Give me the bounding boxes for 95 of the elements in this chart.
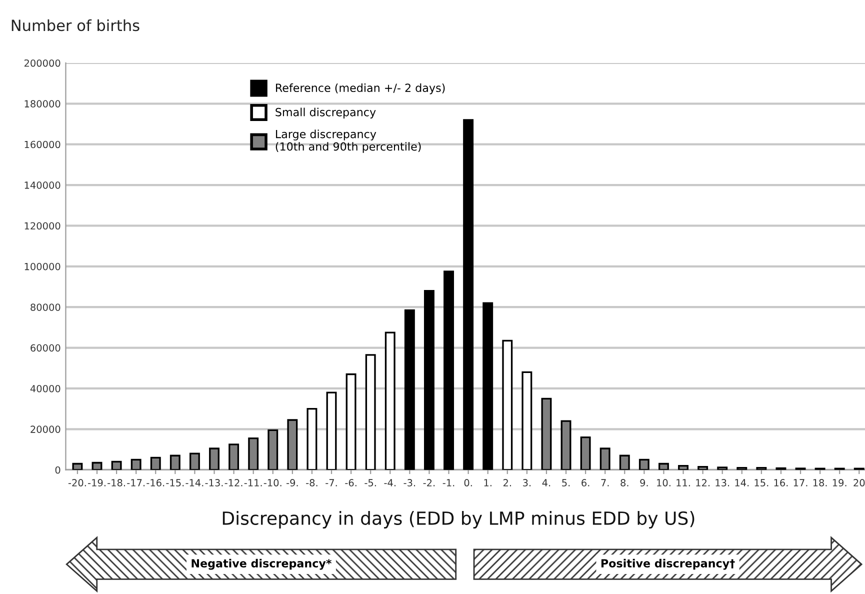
- x-tick-label: 7.: [601, 479, 609, 486]
- bar: [306, 408, 318, 470]
- x-tick-label: -1.: [442, 479, 454, 486]
- x-tick-label: 13.: [716, 479, 730, 486]
- x-tick-label: -15.: [166, 479, 184, 486]
- x-tick-label: -16.: [146, 479, 164, 486]
- y-tick-label: 80000: [30, 304, 60, 311]
- bar: [717, 466, 728, 470]
- x-tick-label: 17.: [794, 479, 808, 486]
- bar: [756, 466, 767, 470]
- bar: [444, 270, 454, 470]
- bar: [482, 302, 494, 470]
- x-tick-label: 18.: [813, 479, 827, 486]
- x-tick-label: -14.: [186, 479, 204, 486]
- legend-label: Reference (median +/- 2 days): [276, 83, 445, 94]
- x-tick-label: 4.: [542, 479, 550, 486]
- bar: [698, 466, 708, 470]
- y-tick-label: 20000: [30, 426, 60, 433]
- x-tick-label: 14.: [735, 479, 749, 486]
- text: Negative discrepancy*: [192, 558, 332, 570]
- x-tick-label: 0.: [464, 479, 472, 486]
- x-tick-label: -3.: [404, 479, 416, 486]
- bar: [287, 419, 298, 470]
- bar: [502, 340, 513, 470]
- bar: [658, 462, 669, 470]
- bar: [170, 454, 180, 470]
- x-tick-label: -6.: [345, 479, 356, 486]
- bar: [736, 466, 748, 470]
- bar: [150, 456, 161, 470]
- x-tick-label: -19.: [88, 479, 106, 486]
- x-tick-label: 10.: [657, 479, 670, 486]
- x-tick-label: 15.: [754, 479, 768, 486]
- x-tick-label: -18.: [108, 479, 125, 486]
- bar: [404, 309, 415, 470]
- x-tick-label: -17.: [127, 479, 145, 486]
- bar: [346, 373, 356, 470]
- bar: [600, 448, 610, 470]
- bar: [619, 454, 630, 470]
- bar: [463, 119, 474, 470]
- x-tick-label: -10.: [264, 479, 282, 486]
- bar: [130, 458, 142, 470]
- y-axis-title: Number of births: [12, 19, 140, 32]
- y-tick-label: 200000: [24, 59, 60, 67]
- x-axis-title: Discrepancy in days (EDD by LMP minus EDD by US): [222, 511, 694, 528]
- x-tick-label: 12.: [696, 479, 710, 486]
- x-tick-label: 9.: [640, 479, 648, 486]
- x-tick-label: -9.: [286, 479, 298, 486]
- legend-label: Small discrepancy: [276, 108, 376, 118]
- x-tick-label: 20: [854, 479, 865, 486]
- x-tick-label: -5.: [364, 479, 376, 486]
- x-tick-label: 5.: [562, 479, 570, 486]
- x-tick-label: -4.: [384, 479, 396, 486]
- x-tick-label: -13.: [205, 479, 223, 486]
- text: Positive discrepancy†: [601, 558, 735, 570]
- bar: [92, 462, 102, 470]
- bar: [541, 398, 552, 470]
- bar: [384, 332, 396, 470]
- bar: [365, 354, 376, 470]
- y-tick-label: 60000: [30, 344, 60, 352]
- x-tick-label: -12.: [224, 479, 242, 486]
- bar: [248, 437, 259, 470]
- y-tick-label: 120000: [24, 222, 60, 230]
- bar: [268, 429, 278, 470]
- bar: [638, 458, 650, 470]
- x-tick-label: 6.: [582, 479, 590, 486]
- x-tick-label: 16.: [774, 479, 788, 486]
- bar: [228, 444, 240, 470]
- x-tick-label: -11.: [244, 479, 262, 486]
- x-tick-label: -20.: [68, 479, 86, 486]
- bar: [580, 436, 591, 470]
- bar: [678, 464, 688, 470]
- y-tick-label: 100000: [24, 262, 60, 270]
- y-tick-label: 180000: [24, 100, 60, 108]
- x-tick-label: 19.: [832, 479, 846, 486]
- bar: [424, 290, 434, 470]
- bar: [72, 462, 83, 470]
- bar: [326, 392, 337, 470]
- x-tick-label: -7.: [326, 479, 337, 486]
- x-tick-label: 2.: [503, 479, 511, 486]
- y-tick-label: 0: [55, 466, 60, 474]
- x-tick-label: 8.: [620, 479, 628, 486]
- y-tick-label: 140000: [24, 182, 60, 189]
- legend-label: Large discrepancy (10th and 90th percentile): [276, 130, 421, 153]
- bar: [522, 371, 532, 470]
- bar: [111, 460, 122, 470]
- x-tick-label: -2.: [423, 479, 435, 486]
- bar: [189, 452, 200, 470]
- y-tick-label: 40000: [30, 384, 60, 392]
- bar: [560, 420, 572, 470]
- x-tick-label: -8.: [306, 479, 318, 486]
- y-tick-label: 160000: [24, 140, 60, 148]
- x-tick-label: 1.: [484, 479, 492, 486]
- bar: [209, 448, 220, 470]
- x-tick-label: 3.: [523, 479, 531, 486]
- x-tick-label: 11.: [676, 479, 690, 486]
